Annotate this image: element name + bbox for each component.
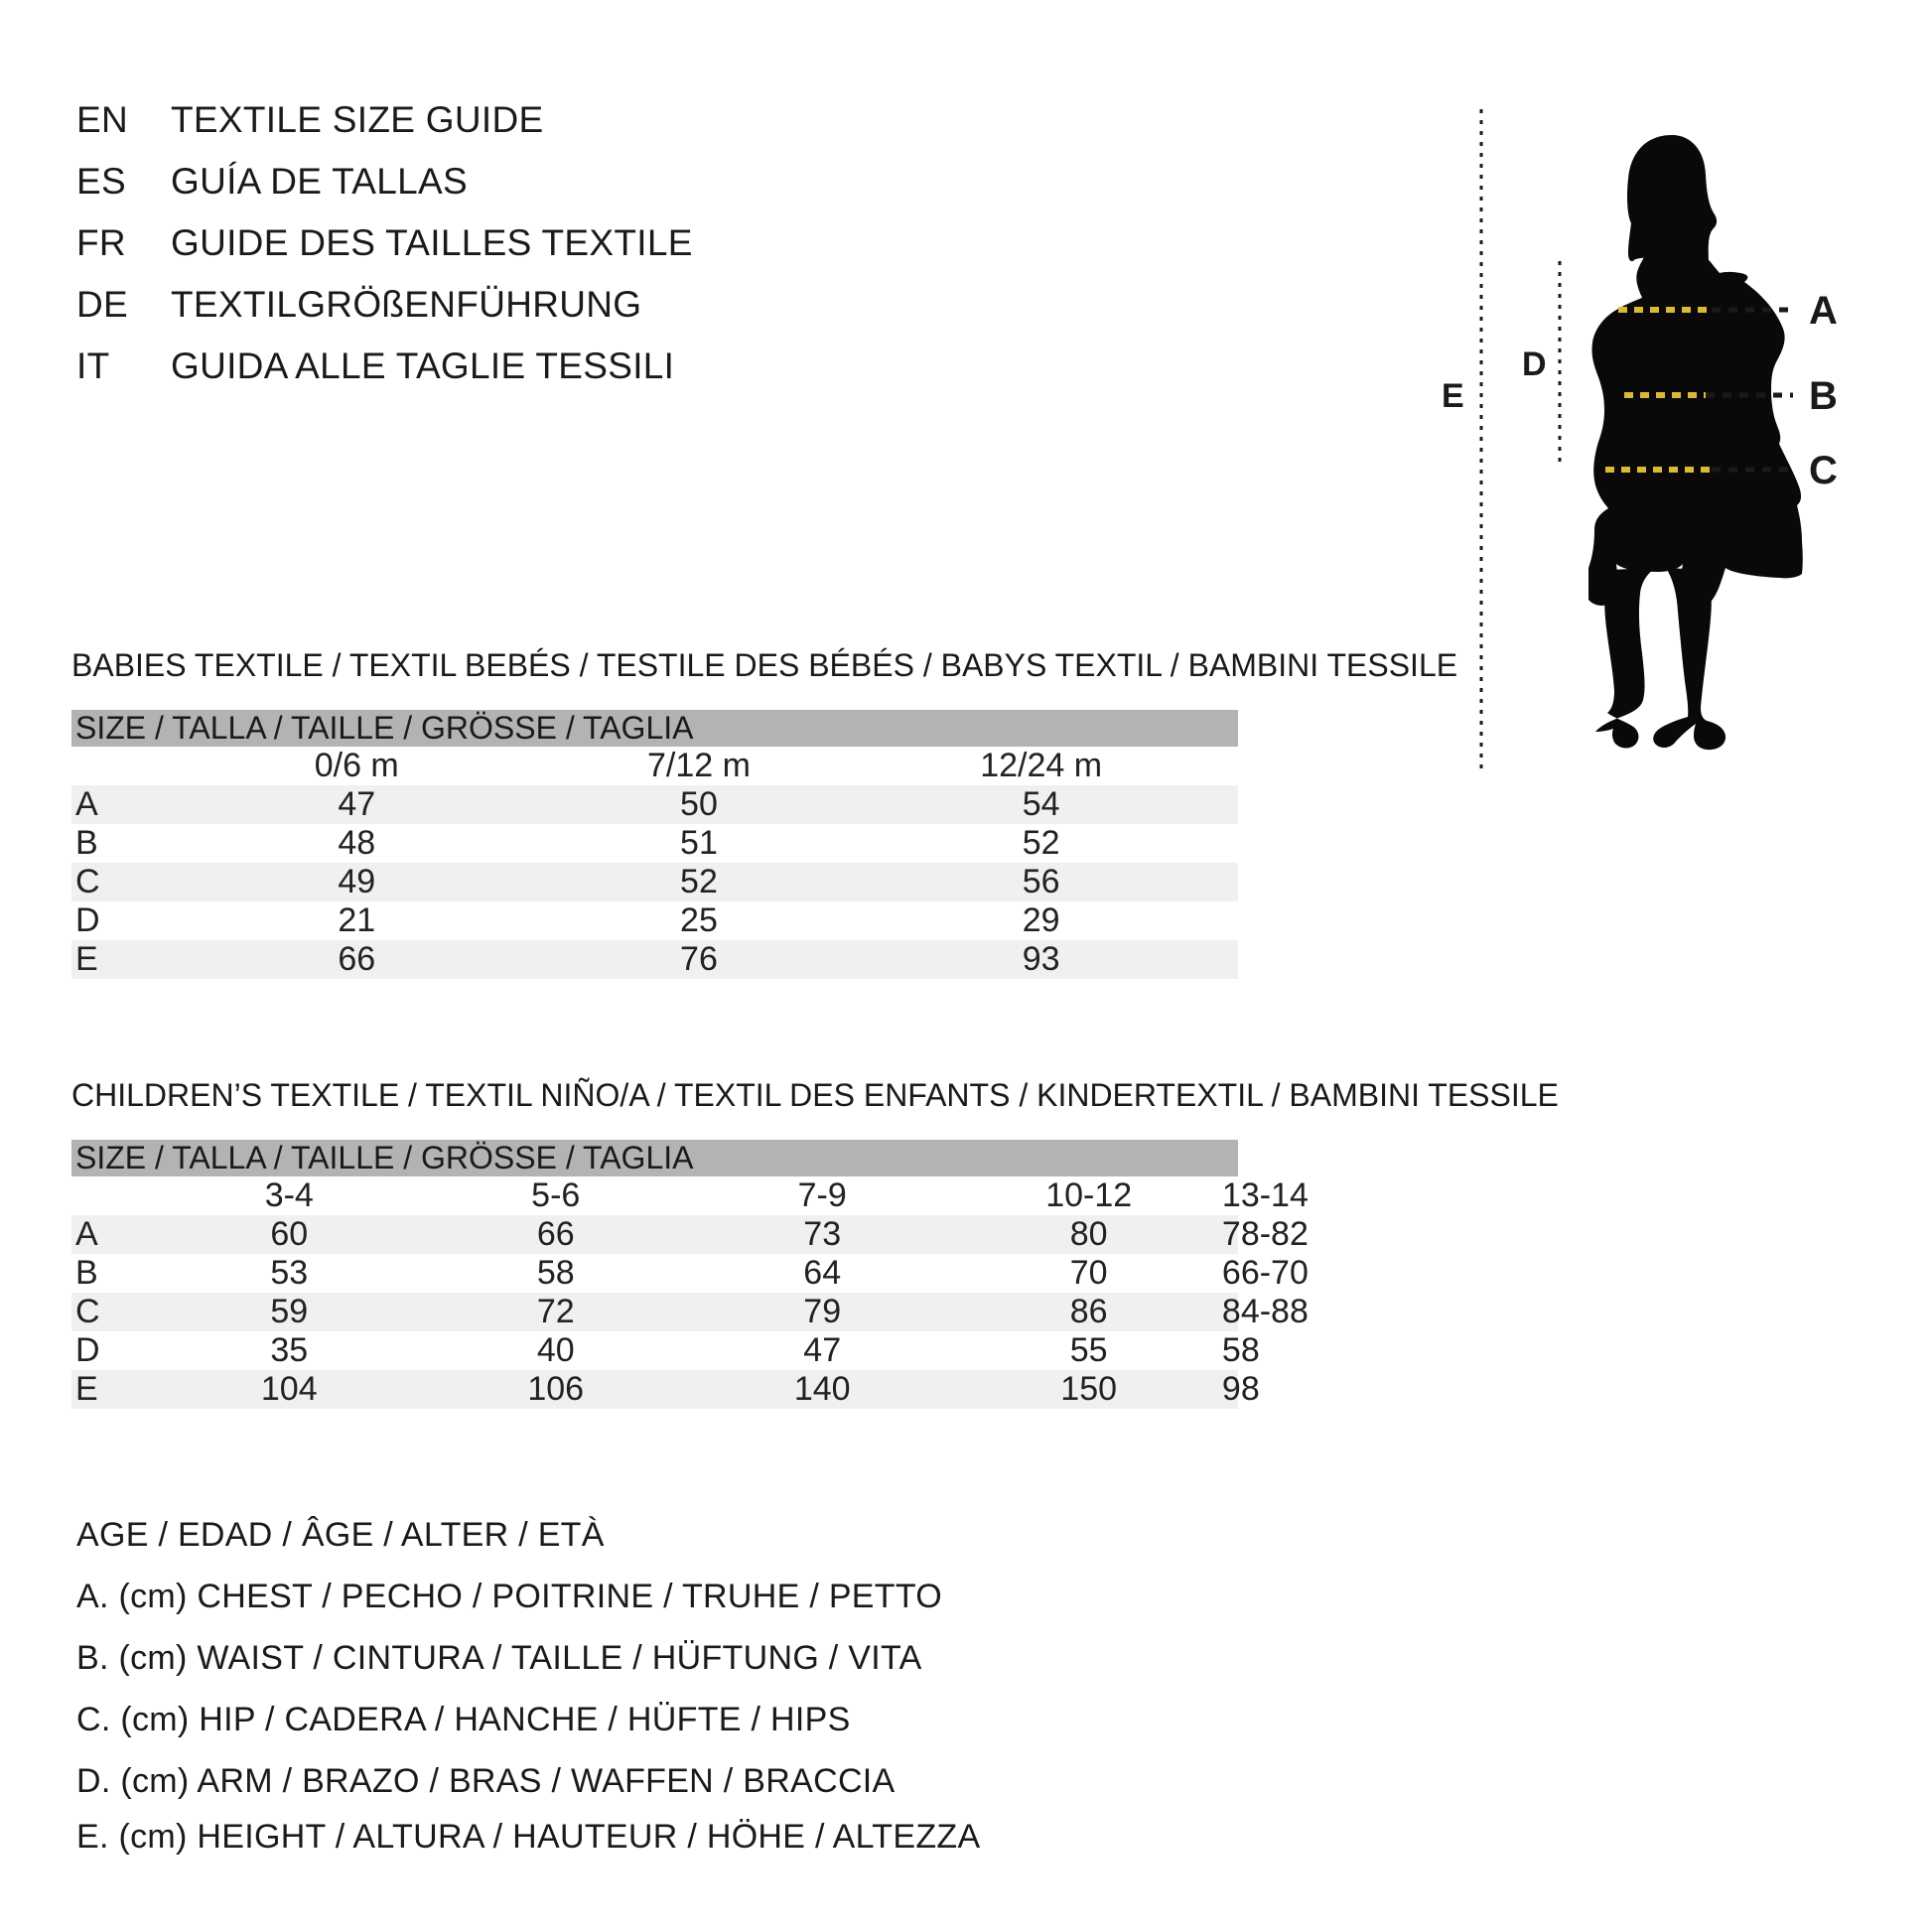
svg-text:C: C bbox=[1809, 449, 1838, 492]
svg-text:D: D bbox=[1522, 345, 1547, 383]
svg-text:A: A bbox=[1809, 289, 1838, 333]
svg-text:E: E bbox=[1442, 377, 1464, 415]
svg-text:B: B bbox=[1809, 374, 1838, 418]
